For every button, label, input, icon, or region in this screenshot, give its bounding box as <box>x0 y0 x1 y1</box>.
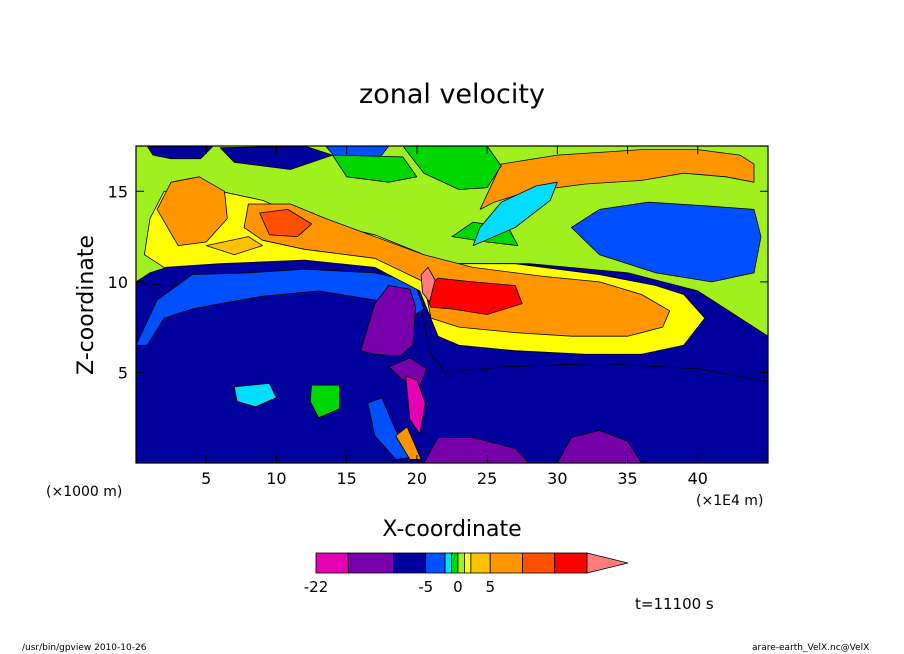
colorbar-swatch <box>444 552 452 574</box>
colorbar-swatch <box>347 552 394 574</box>
x-tick-label: 30 <box>547 469 567 488</box>
contour-region-26 <box>332 154 418 183</box>
x-unit-left: (×1000 m) <box>46 484 122 500</box>
contour-region-7 <box>233 382 277 408</box>
colorbar-swatch <box>489 552 523 574</box>
x-tick-label: 5 <box>201 469 211 488</box>
x-tick-label: 20 <box>407 469 427 488</box>
y-tick-label: 15 <box>108 182 128 201</box>
x-tick-label: 25 <box>477 469 497 488</box>
x-axis-label: X-coordinate <box>382 517 521 542</box>
colorbar-label: -5 <box>418 578 433 596</box>
colorbar-labels: -22 -5 0 5 <box>304 578 495 596</box>
footer-left: /usr/bin/gpview 2010-10-26 <box>22 643 147 653</box>
colorbar-swatch <box>393 552 427 574</box>
contour-regions <box>136 146 768 463</box>
y-tick-label: 5 <box>118 363 128 382</box>
y-tick-label: 10 <box>108 273 128 292</box>
colorbar-swatch <box>425 552 446 574</box>
colorbar-swatch <box>457 552 465 574</box>
x-unit-right: (×1E4 m) <box>696 493 763 509</box>
colorbar <box>315 552 629 574</box>
contour-region-5 <box>556 429 642 463</box>
y-axis: 5 10 15 <box>108 182 768 382</box>
contour-region-2 <box>360 285 416 357</box>
plot-frame <box>135 145 769 464</box>
x-tick-label: 15 <box>336 469 356 488</box>
y-axis-label: Z-coordinate <box>74 235 99 375</box>
contour-region-6 <box>405 375 426 435</box>
time-label: t=11100 s <box>635 595 714 613</box>
colorbar-label: 0 <box>453 578 463 596</box>
contour-region-14 <box>243 203 671 337</box>
plot-area <box>136 146 768 463</box>
colorbar-label: 5 <box>485 578 495 596</box>
contour-region-17 <box>420 266 436 303</box>
colorbar-swatch <box>470 552 491 574</box>
x-tick-label: 10 <box>266 469 286 488</box>
contour-region-23 <box>146 146 214 160</box>
colorbar-swatch <box>554 552 588 574</box>
contour-region-21 <box>472 181 558 247</box>
chart-title: zonal velocity <box>359 79 545 110</box>
contour-region-4 <box>423 437 530 463</box>
x-tick-label: 40 <box>688 469 708 488</box>
footer-right: arare-earth_VelX.nc@VelX <box>752 643 869 653</box>
colorbar-swatch <box>522 552 556 574</box>
contour-region-16 <box>423 277 523 315</box>
contour-region-27 <box>205 236 263 256</box>
colorbar-swatch <box>464 552 472 574</box>
contour-region-15 <box>259 208 313 238</box>
colorbar-swatch <box>315 552 349 574</box>
colorbar-label: -22 <box>304 578 329 596</box>
contour-region-19 <box>402 146 502 190</box>
contour-region-8 <box>309 384 341 419</box>
colorbar-swatch <box>451 552 459 574</box>
contour-region-22 <box>571 201 762 283</box>
contour-region-13 <box>156 176 228 247</box>
x-axis: 5 10 15 20 25 30 35 40 <box>201 146 708 488</box>
contour-region-10 <box>395 426 422 460</box>
x-tick-label: 35 <box>617 469 637 488</box>
colorbar-overflow-tip <box>586 552 629 574</box>
